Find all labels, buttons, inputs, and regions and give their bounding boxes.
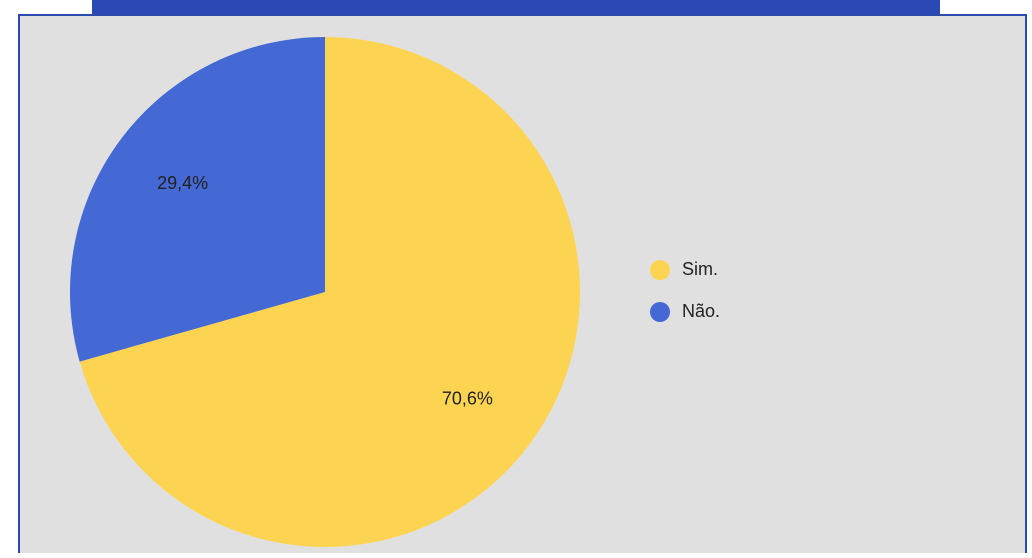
- legend-label: Sim.: [682, 259, 718, 279]
- header-bar: [92, 0, 940, 14]
- value-label: 29,4%: [157, 173, 208, 193]
- pie-slice: [69, 37, 325, 362]
- pie-slice: [79, 37, 580, 548]
- legend-label: Não.: [682, 301, 720, 321]
- legend-swatch: [650, 302, 670, 322]
- legend-swatch: [650, 260, 670, 280]
- value-label: 70,6%: [442, 388, 493, 408]
